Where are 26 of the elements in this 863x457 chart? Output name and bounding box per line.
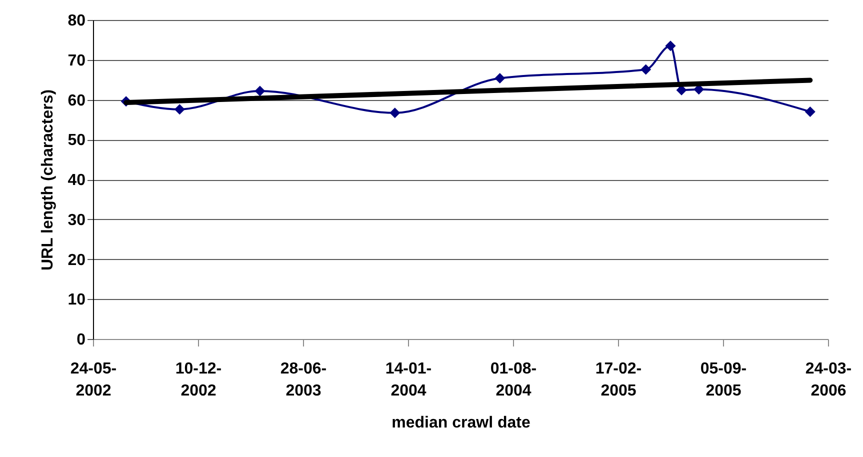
point <box>665 40 676 52</box>
point <box>174 104 185 115</box>
y-tick-label: 0 <box>76 332 86 348</box>
point <box>640 64 652 75</box>
y-tick-label: 50 <box>68 132 86 150</box>
point <box>390 108 400 118</box>
x-tick-label: 28-06-2003 <box>280 360 327 400</box>
y-tick-label: 10 <box>68 292 86 309</box>
x-tick-label: 10-12-2002 <box>175 360 222 400</box>
y-tick-label: 60 <box>68 92 86 110</box>
y-tick-label: 70 <box>68 52 86 70</box>
x-tick-label: 17-02-2005 <box>595 360 642 400</box>
x-axis-title: median crawl date <box>392 414 530 432</box>
x-tick-label: 05-09-2005 <box>700 360 747 400</box>
point <box>494 72 506 84</box>
y-tick-label: 20 <box>68 252 86 269</box>
y-tick-label: 30 <box>68 212 86 229</box>
y-tick-label: 40 <box>68 172 86 189</box>
x-tick-label: 24-05-2002 <box>70 360 117 400</box>
y-axis-title: URL length (characters) <box>40 89 57 271</box>
x-tick-label: 24-03-2006 <box>805 360 852 400</box>
x-tick-label: 14-01-2004 <box>385 360 432 400</box>
x-tick-label: 01-08-2004 <box>490 360 537 400</box>
y-tick-label: 80 <box>68 12 86 30</box>
point <box>254 86 266 96</box>
point <box>804 106 816 117</box>
